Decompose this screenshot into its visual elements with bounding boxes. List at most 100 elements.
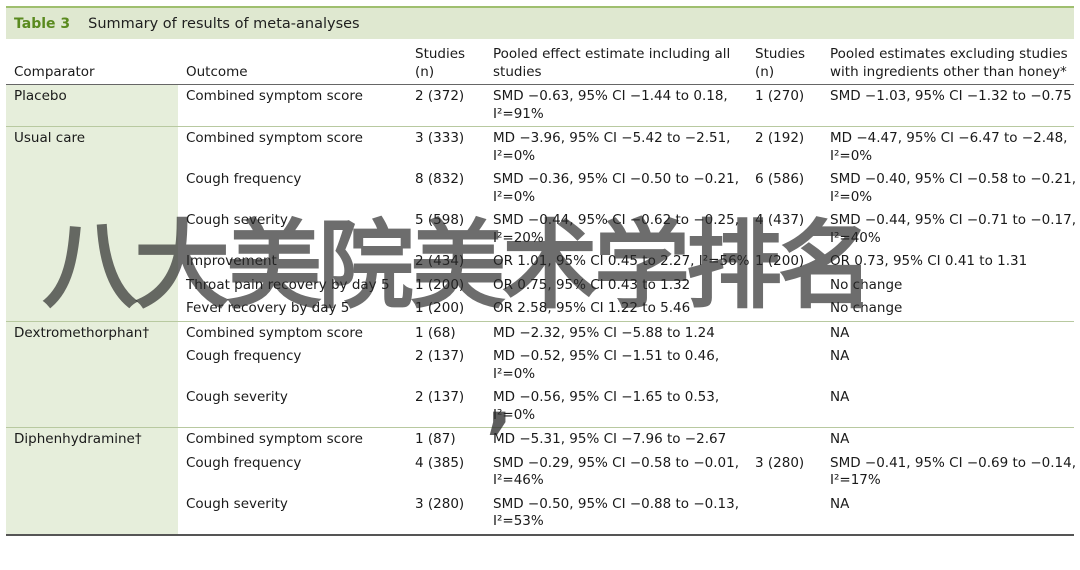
cell-pooled-all: SMD −0.36, 95% CI −0.50 to −0.21, I²=0% — [485, 168, 747, 209]
cell-pooled-excl-text: SMD −1.03, 95% CI −1.32 to −0.75 — [830, 88, 1072, 104]
cell-pooled-all: MD −5.31, 95% CI −7.96 to −2.67 — [485, 427, 747, 452]
cell-studies: 3 (280) — [407, 493, 485, 535]
cell-studies-excl — [747, 274, 822, 298]
cell-pooled-all: MD −3.96, 95% CI −5.42 to −2.51, I²=0% — [485, 126, 747, 168]
header-pooled-all: Pooled effect estimate including all stu… — [485, 39, 747, 85]
cell-studies-excl-text: 4 (437) — [755, 212, 805, 228]
cell-pooled-excl: SMD −0.44, 95% CI −0.71 to −0.17, I²=40% — [822, 209, 1076, 250]
cell-pooled-all: SMD −0.63, 95% CI −1.44 to 0.18, I²=91% — [485, 84, 747, 127]
table-row: Cough severity 5 (598) SMD −0.44, 95% CI −… — [6, 209, 1076, 250]
table-body: Placebo Combined symptom score 2 (372) SMD … — [6, 84, 1077, 535]
cell-pooled-excl: NA — [822, 345, 1074, 386]
cell-studies-excl: 4 (437) — [747, 209, 822, 250]
cell-pooled-excl: OR 0.73, 95% CI 0.41 to 1.31 — [822, 250, 1074, 274]
cell-comparator: Diphenhydramine† — [6, 427, 178, 452]
cell-comparator — [6, 492, 178, 535]
cell-outcome: Cough frequency — [178, 168, 407, 209]
cell-pooled-excl: NA — [822, 493, 1074, 535]
cell-comparator — [6, 250, 178, 274]
cell-studies-text: 1 (87) — [415, 431, 456, 447]
cell-pooled-excl-heterogeneity: I²=0% — [830, 147, 873, 164]
cell-pooled-all: SMD −0.50, 95% CI −0.88 to −0.13, I²=53% — [485, 493, 747, 535]
cell-outcome-text: Cough severity — [186, 495, 288, 512]
cell-pooled-all-text: OR 2.58, 95% CI 1.22 to 5.46 — [493, 300, 691, 316]
cell-pooled-excl-text: No change — [830, 300, 903, 316]
cell-pooled-excl-text: NA — [830, 495, 850, 512]
cell-studies: 4 (385) — [407, 452, 485, 493]
cell-studies-excl — [747, 320, 822, 345]
cell-studies: 5 (598) — [407, 209, 485, 250]
cell-pooled-all-heterogeneity: I²=0% — [493, 188, 536, 205]
cell-comparator-text: Placebo — [14, 88, 67, 104]
cell-outcome: Combined symptom score — [178, 84, 407, 127]
cell-outcome-text: Cough frequency — [186, 171, 302, 187]
cell-outcome-text: Combined symptom score — [186, 88, 363, 104]
cell-pooled-excl-text: NA — [830, 431, 850, 447]
cell-pooled-all: MD −0.56, 95% CI −1.65 to 0.53, I²=0% — [485, 386, 747, 428]
cell-comparator: Usual care — [6, 126, 178, 168]
table-row: Cough frequency 8 (832) SMD −0.36, 95% CI … — [6, 168, 1077, 209]
cell-pooled-excl: SMD −1.03, 95% CI −1.32 to −0.75 — [822, 84, 1074, 127]
cell-studies-excl-text: 6 (586) — [755, 171, 805, 187]
cell-pooled-all-text: MD −0.52, 95% CI −1.51 to 0.46, — [493, 348, 720, 364]
cell-studies-excl-text: 3 (280) — [755, 454, 805, 471]
cell-pooled-all-heterogeneity: I²=53% — [493, 513, 544, 529]
table-row: Placebo Combined symptom score 2 (372) SMD … — [6, 84, 1074, 127]
cell-pooled-excl: No change — [822, 274, 1074, 298]
cell-pooled-all-text: OR 0.75, 95% CI 0.43 to 1.32 — [493, 276, 691, 293]
cell-studies-excl-text: 2 (192) — [755, 130, 805, 146]
cell-studies-excl: 3 (280) — [747, 452, 822, 493]
cell-pooled-all-heterogeneity: I²=46% — [493, 472, 544, 488]
cell-studies-excl — [747, 493, 822, 535]
cell-studies-excl-text: 1 (200) — [755, 253, 805, 269]
cell-comparator — [6, 345, 178, 386]
cell-studies: 1 (68) — [407, 320, 485, 345]
cell-studies: 2 (434) — [407, 250, 485, 274]
cell-studies-text: 3 (280) — [415, 495, 465, 512]
results-table: Comparator Outcome Studies (n) Pooled ef… — [6, 39, 1077, 536]
cell-studies-excl: 6 (586) — [747, 168, 822, 209]
cell-studies-text: 2 (137) — [415, 348, 465, 364]
table-label: Table 3 — [14, 15, 71, 32]
table-row: Cough frequency 4 (385) SMD −0.29, 95% CI … — [6, 451, 1076, 493]
cell-outcome: Cough severity — [178, 209, 407, 250]
cell-pooled-excl: SMD −0.41, 95% CI −0.69 to −0.14, I²=17% — [822, 452, 1076, 493]
cell-comparator — [6, 386, 178, 428]
cell-pooled-all-heterogeneity: I²=0% — [493, 406, 536, 423]
cell-studies-text: 3 (333) — [415, 130, 465, 146]
table-title: Summary of results of meta-analyses — [88, 15, 360, 32]
cell-outcome: Cough frequency — [178, 345, 407, 386]
cell-studies-excl: 1 (270) — [747, 84, 822, 127]
cell-pooled-excl: NA — [822, 386, 1074, 428]
cell-studies-text: 2 (137) — [415, 389, 465, 405]
cell-studies-text: 8 (832) — [415, 171, 465, 187]
table-row: Improvement 2 (434) OR 1.01, 95% CI 0.45 t… — [6, 250, 1074, 274]
cell-pooled-excl-text: No change — [830, 276, 903, 293]
cell-outcome-text: Cough severity — [186, 389, 288, 405]
cell-pooled-all: OR 2.58, 95% CI 1.22 to 5.46 — [485, 297, 747, 321]
cell-pooled-excl-text: NA — [830, 348, 850, 364]
table-row: Dextromethorphan† Combined symptom score 1… — [6, 320, 1074, 345]
cell-studies-excl — [747, 427, 822, 452]
header-row: Comparator Outcome Studies (n) Pooled ef… — [6, 39, 1074, 85]
cell-outcome: Fever recovery by day 5 — [178, 297, 407, 321]
cell-comparator — [6, 168, 178, 209]
cell-pooled-all-text: SMD −0.63, 95% CI −1.44 to 0.18, — [493, 88, 728, 104]
cell-comparator — [6, 297, 178, 321]
cell-pooled-excl-text: NA — [830, 324, 850, 341]
cell-comparator: Placebo — [6, 84, 178, 127]
header-pooled-excl: Pooled estimates excluding studies with … — [822, 39, 1074, 85]
header-comparator: Comparator — [6, 39, 178, 85]
cell-outcome-text: Combined symptom score — [186, 431, 363, 447]
watermark-mark: , — [486, 360, 513, 442]
cell-pooled-excl-text: OR 0.73, 95% CI 0.41 to 1.31 — [830, 253, 1028, 269]
cell-pooled-all-text: SMD −0.29, 95% CI −0.58 to −0.01, — [493, 454, 740, 471]
cell-pooled-all-text: MD −2.32, 95% CI −5.88 to 1.24 — [493, 324, 715, 341]
table-figure: Table 3 Summary of results of meta-analy… — [6, 6, 1077, 564]
cell-pooled-excl-heterogeneity: I²=40% — [830, 229, 881, 246]
cell-pooled-excl-text: SMD −0.40, 95% CI −0.58 to −0.21, — [830, 171, 1077, 187]
cell-pooled-excl: MD −4.47, 95% CI −6.47 to −2.48, I²=0% — [822, 126, 1074, 168]
table-title-bar: Table 3 Summary of results of meta-analy… — [6, 6, 1074, 39]
cell-studies-text: 2 (434) — [415, 253, 465, 269]
cell-outcome-text: Improvement — [186, 253, 277, 269]
